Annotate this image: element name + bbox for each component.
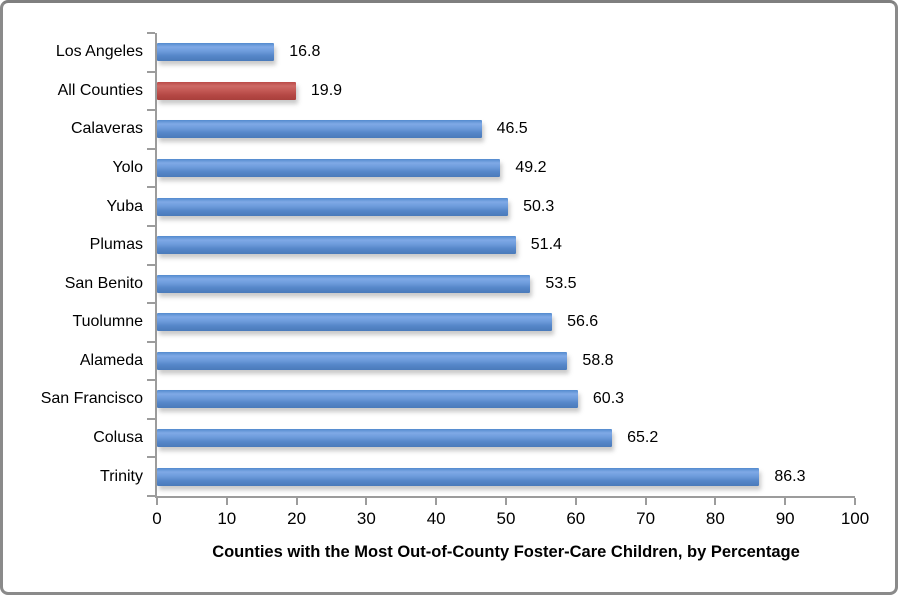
category-label: Colusa xyxy=(93,429,143,447)
y-axis-tick xyxy=(147,417,155,420)
x-axis-tick-label: 70 xyxy=(636,509,656,528)
x-axis-tick xyxy=(365,498,368,505)
bar-row: San Benito 53.5 xyxy=(65,264,855,303)
bar-row: Yolo 49.2 xyxy=(112,149,855,188)
x-axis-tick xyxy=(295,498,298,505)
y-axis-tick xyxy=(147,70,155,73)
x-axis-tick xyxy=(714,498,717,505)
category-label: Plumas xyxy=(89,236,143,254)
bar-highlighted xyxy=(157,81,296,100)
value-label: 60.3 xyxy=(592,390,625,408)
category-label: Tuolumne xyxy=(72,313,143,331)
category-label: Yolo xyxy=(112,159,143,177)
value-label: 56.6 xyxy=(567,313,599,331)
value-label: 51.4 xyxy=(530,236,562,254)
bar-row: Los Angeles 16.8 xyxy=(56,33,855,72)
x-axis-tick xyxy=(784,498,787,505)
x-axis-tick-label: 50 xyxy=(496,509,516,528)
value-label: 19.9 xyxy=(310,81,343,99)
y-axis-tick xyxy=(147,109,155,112)
y-axis-tick xyxy=(147,456,155,459)
x-axis-tick xyxy=(505,498,507,505)
bar-row: San Francisco 60.3 xyxy=(41,380,855,419)
x-axis-tick xyxy=(156,498,158,505)
bar-row: Trinity 86.3 xyxy=(100,457,855,496)
bar xyxy=(157,429,613,448)
x-axis-tick xyxy=(574,498,577,505)
y-axis-tick xyxy=(147,224,155,227)
category-label: Trinity xyxy=(100,467,143,485)
bar-row: Colusa 65.2 xyxy=(93,419,855,458)
bar xyxy=(157,236,516,255)
y-axis-tick xyxy=(147,302,155,305)
x-axis-tick-label: 80 xyxy=(705,509,725,528)
category-label: All Counties xyxy=(57,81,143,99)
y-axis-tick xyxy=(147,186,155,189)
x-axis-tick xyxy=(435,498,438,505)
x-axis-tick-label: 40 xyxy=(426,509,446,528)
bar xyxy=(157,467,760,486)
value-label: 50.3 xyxy=(523,197,555,215)
value-label: 65.2 xyxy=(627,429,659,447)
bar-row: Yuba 50.3 xyxy=(107,187,855,226)
bar xyxy=(157,159,501,178)
value-label: 58.8 xyxy=(582,351,614,369)
x-axis-tick-label: 60 xyxy=(566,509,586,528)
x-axis-tick xyxy=(644,498,647,505)
bar-row: Calaveras 46.5 xyxy=(71,110,855,149)
category-label: Yuba xyxy=(106,197,143,215)
category-label: San Francisco xyxy=(40,390,143,408)
bar-row: Plumas 51.4 xyxy=(90,226,855,265)
plot-area: Los Angeles 16.8 All Counties 19.9 Calaveras… xyxy=(41,32,869,561)
x-axis-tick-label: 10 xyxy=(217,509,237,528)
value-label: 16.8 xyxy=(289,43,321,61)
bar xyxy=(157,197,509,216)
bar xyxy=(157,351,568,370)
bar xyxy=(157,43,275,62)
category-label: Calaveras xyxy=(70,120,143,138)
category-label: Los Angeles xyxy=(55,43,143,61)
x-axis-tick xyxy=(854,498,856,505)
x-axis-tick-label: 20 xyxy=(287,509,307,528)
y-axis-tick xyxy=(147,495,155,497)
y-axis-tick xyxy=(147,147,155,150)
y-axis-tick xyxy=(147,379,155,382)
bar xyxy=(157,390,578,409)
category-label: Alameda xyxy=(79,351,143,369)
bar-row: Alameda 58.8 xyxy=(80,342,855,381)
bar-row: All Counties 19.9 xyxy=(58,72,855,111)
bar xyxy=(157,274,531,293)
value-label: 86.3 xyxy=(774,467,806,485)
x-axis-tick-label: 100 xyxy=(840,509,870,528)
x-axis-tick-label: 30 xyxy=(356,509,376,528)
category-label: San Benito xyxy=(64,274,143,292)
x-axis-tick-label: 90 xyxy=(775,509,795,528)
value-label: 46.5 xyxy=(496,120,528,138)
bar xyxy=(157,313,553,332)
value-label: 49.2 xyxy=(515,159,547,177)
y-axis-tick xyxy=(147,340,155,343)
y-axis-tick xyxy=(147,263,155,266)
x-axis-title: Counties with the Most Out-of-County Fos… xyxy=(212,543,800,561)
x-axis-tick-label: 0 xyxy=(152,509,162,528)
y-axis-tick xyxy=(147,32,155,34)
bar-row: Tuolumne 56.6 xyxy=(72,303,855,342)
x-axis-tick xyxy=(225,498,228,505)
value-label: 53.5 xyxy=(545,274,577,292)
bar xyxy=(157,120,482,139)
